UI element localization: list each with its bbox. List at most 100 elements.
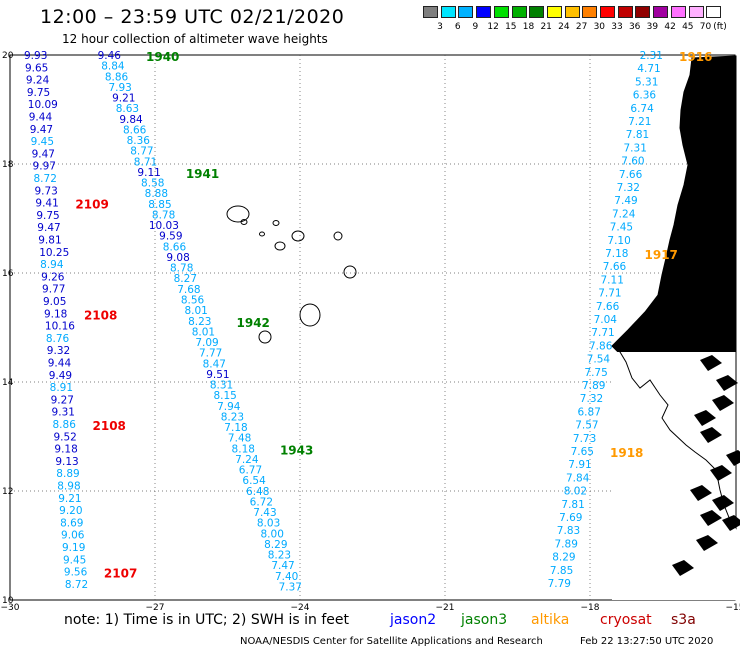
wave-height-value: 9.75	[27, 87, 50, 99]
pass-time-label: 1916	[679, 50, 712, 64]
wave-height-value: 8.66	[123, 124, 147, 136]
satellite-tracks: 9.939.659.249.7510.099.449.479.459.479.9…	[24, 50, 712, 594]
coast-detail	[710, 465, 732, 481]
color-scale-swatch	[546, 6, 562, 18]
color-scale-label: 3	[437, 22, 443, 32]
wave-height-value: 9.52	[53, 431, 76, 443]
wave-height-value: 7.45	[610, 222, 633, 234]
legend-s3a: s3a	[671, 612, 696, 628]
color-scale-swatch	[458, 6, 474, 18]
coast-detail	[700, 510, 722, 526]
coast-detail	[694, 410, 716, 426]
wave-height-value: 7.54	[587, 354, 611, 366]
color-scale-swatch	[440, 6, 456, 18]
wave-height-value: 7.71	[591, 327, 614, 339]
wave-height-value: 9.32	[47, 345, 70, 357]
pass-time-label: 1942	[237, 316, 270, 330]
wave-height-value: 7.75	[584, 367, 607, 379]
wave-height-value: 7.60	[621, 156, 644, 168]
wave-height-value: 8.29	[264, 539, 287, 551]
wave-height-value: 7.68	[177, 284, 200, 296]
coast-detail	[712, 234, 724, 243]
color-scale-unit: (ft)	[713, 22, 727, 32]
wave-height-value: 7.86	[589, 340, 613, 352]
wave-height-value: 9.75	[36, 210, 59, 222]
wave-height-value: 8.86	[53, 419, 77, 431]
wave-height-value: 9.18	[44, 308, 67, 320]
wave-height-value: 8.78	[170, 263, 193, 275]
coast-detail	[716, 248, 728, 257]
color-scale-swatch	[511, 6, 527, 18]
coast-detail	[722, 515, 740, 531]
pass-time-label: 1940	[146, 50, 179, 64]
wave-height-value: 7.24	[235, 454, 259, 466]
pass-time-label: 2107	[104, 567, 137, 581]
wave-height-value: 10.25	[39, 247, 69, 259]
cape-verde-island	[259, 231, 265, 237]
coast-detail	[672, 560, 694, 576]
wave-height-value: 9.31	[52, 407, 75, 419]
wave-height-value: 7.32	[580, 393, 603, 405]
pass-time-label: 2109	[75, 198, 108, 212]
wave-height-value: 9.84	[119, 114, 143, 126]
wave-height-value: 7.40	[275, 571, 298, 583]
coast-detail	[724, 298, 736, 307]
wave-height-value: 7.93	[108, 82, 131, 94]
wave-height-value: 7.18	[224, 422, 247, 434]
wave-height-value: 7.49	[614, 195, 637, 207]
wave-height-value: 8.77	[130, 146, 153, 158]
legend-jason3: jason3	[461, 612, 508, 628]
wave-height-value: 9.51	[206, 369, 229, 381]
color-scale-label: 15	[505, 22, 517, 32]
wave-height-value: 9.93	[24, 50, 47, 62]
pass-time-label: 1941	[186, 167, 219, 181]
wave-height-value: 8.56	[181, 294, 205, 306]
color-scale-label: 45	[682, 22, 694, 32]
wave-height-value: 9.44	[29, 112, 53, 124]
wave-height-value: 7.84	[566, 472, 590, 484]
wave-height-value: 9.24	[26, 75, 50, 87]
color-scale-label: 36	[628, 22, 641, 32]
map-title: 12:00 – 23:59 UTC 02/21/2020	[40, 6, 345, 28]
wave-height-value: 9.45	[31, 136, 54, 148]
cape-verde-island	[274, 241, 286, 251]
wave-height-value: 8.94	[40, 259, 64, 271]
color-scale-label: 27	[575, 22, 588, 32]
color-scale-label: 12	[487, 22, 499, 32]
wave-height-value: 6.77	[239, 465, 262, 477]
color-scale-swatch	[706, 6, 722, 18]
wave-height-value: 9.06	[61, 530, 85, 542]
wave-height-value: 9.21	[58, 493, 81, 505]
wave-height-value: 9.49	[49, 370, 72, 382]
cape-verde-island	[258, 330, 272, 344]
wave-height-value: 8.36	[127, 135, 151, 147]
wave-height-value: 8.23	[221, 411, 244, 423]
legend-note: note: 1) Time is in UTC; 2) SWH is in fe…	[64, 612, 350, 628]
longitude-tick-label: −18	[581, 603, 600, 613]
color-scale-label: 6	[454, 22, 461, 32]
wave-height-value: 7.66	[603, 261, 627, 273]
wave-height-value: 7.24	[612, 208, 636, 220]
wave-height-value: 8.78	[152, 209, 175, 221]
axis-ticks: −30 −27 −24 −21 −18 −15 20 18 16 14 12 10	[1, 51, 740, 613]
wave-height-value: 7.69	[559, 512, 582, 524]
wave-height-value: 7.81	[561, 499, 584, 511]
wave-height-value: 8.31	[210, 380, 233, 392]
wave-height-value: 5.31	[635, 76, 658, 88]
wave-height-value: 7.81	[626, 129, 649, 141]
color-scale-label: 70	[699, 22, 712, 32]
longitude-tick-label: −30	[1, 603, 20, 613]
wave-height-value: 7.94	[217, 401, 241, 413]
color-scale-swatch	[670, 6, 686, 18]
wave-height-value: 9.59	[159, 231, 182, 243]
coastline	[226, 55, 740, 600]
wave-height-value: 7.47	[271, 560, 294, 572]
color-scale-label: 33	[611, 22, 623, 32]
cape-verde-island	[240, 219, 248, 225]
color-scale-swatch	[564, 6, 580, 18]
wave-height-value: 7.65	[571, 446, 594, 458]
coast-detail	[690, 260, 702, 269]
wave-height-value: 9.97	[33, 161, 56, 173]
wave-height-value: 7.89	[582, 380, 605, 392]
